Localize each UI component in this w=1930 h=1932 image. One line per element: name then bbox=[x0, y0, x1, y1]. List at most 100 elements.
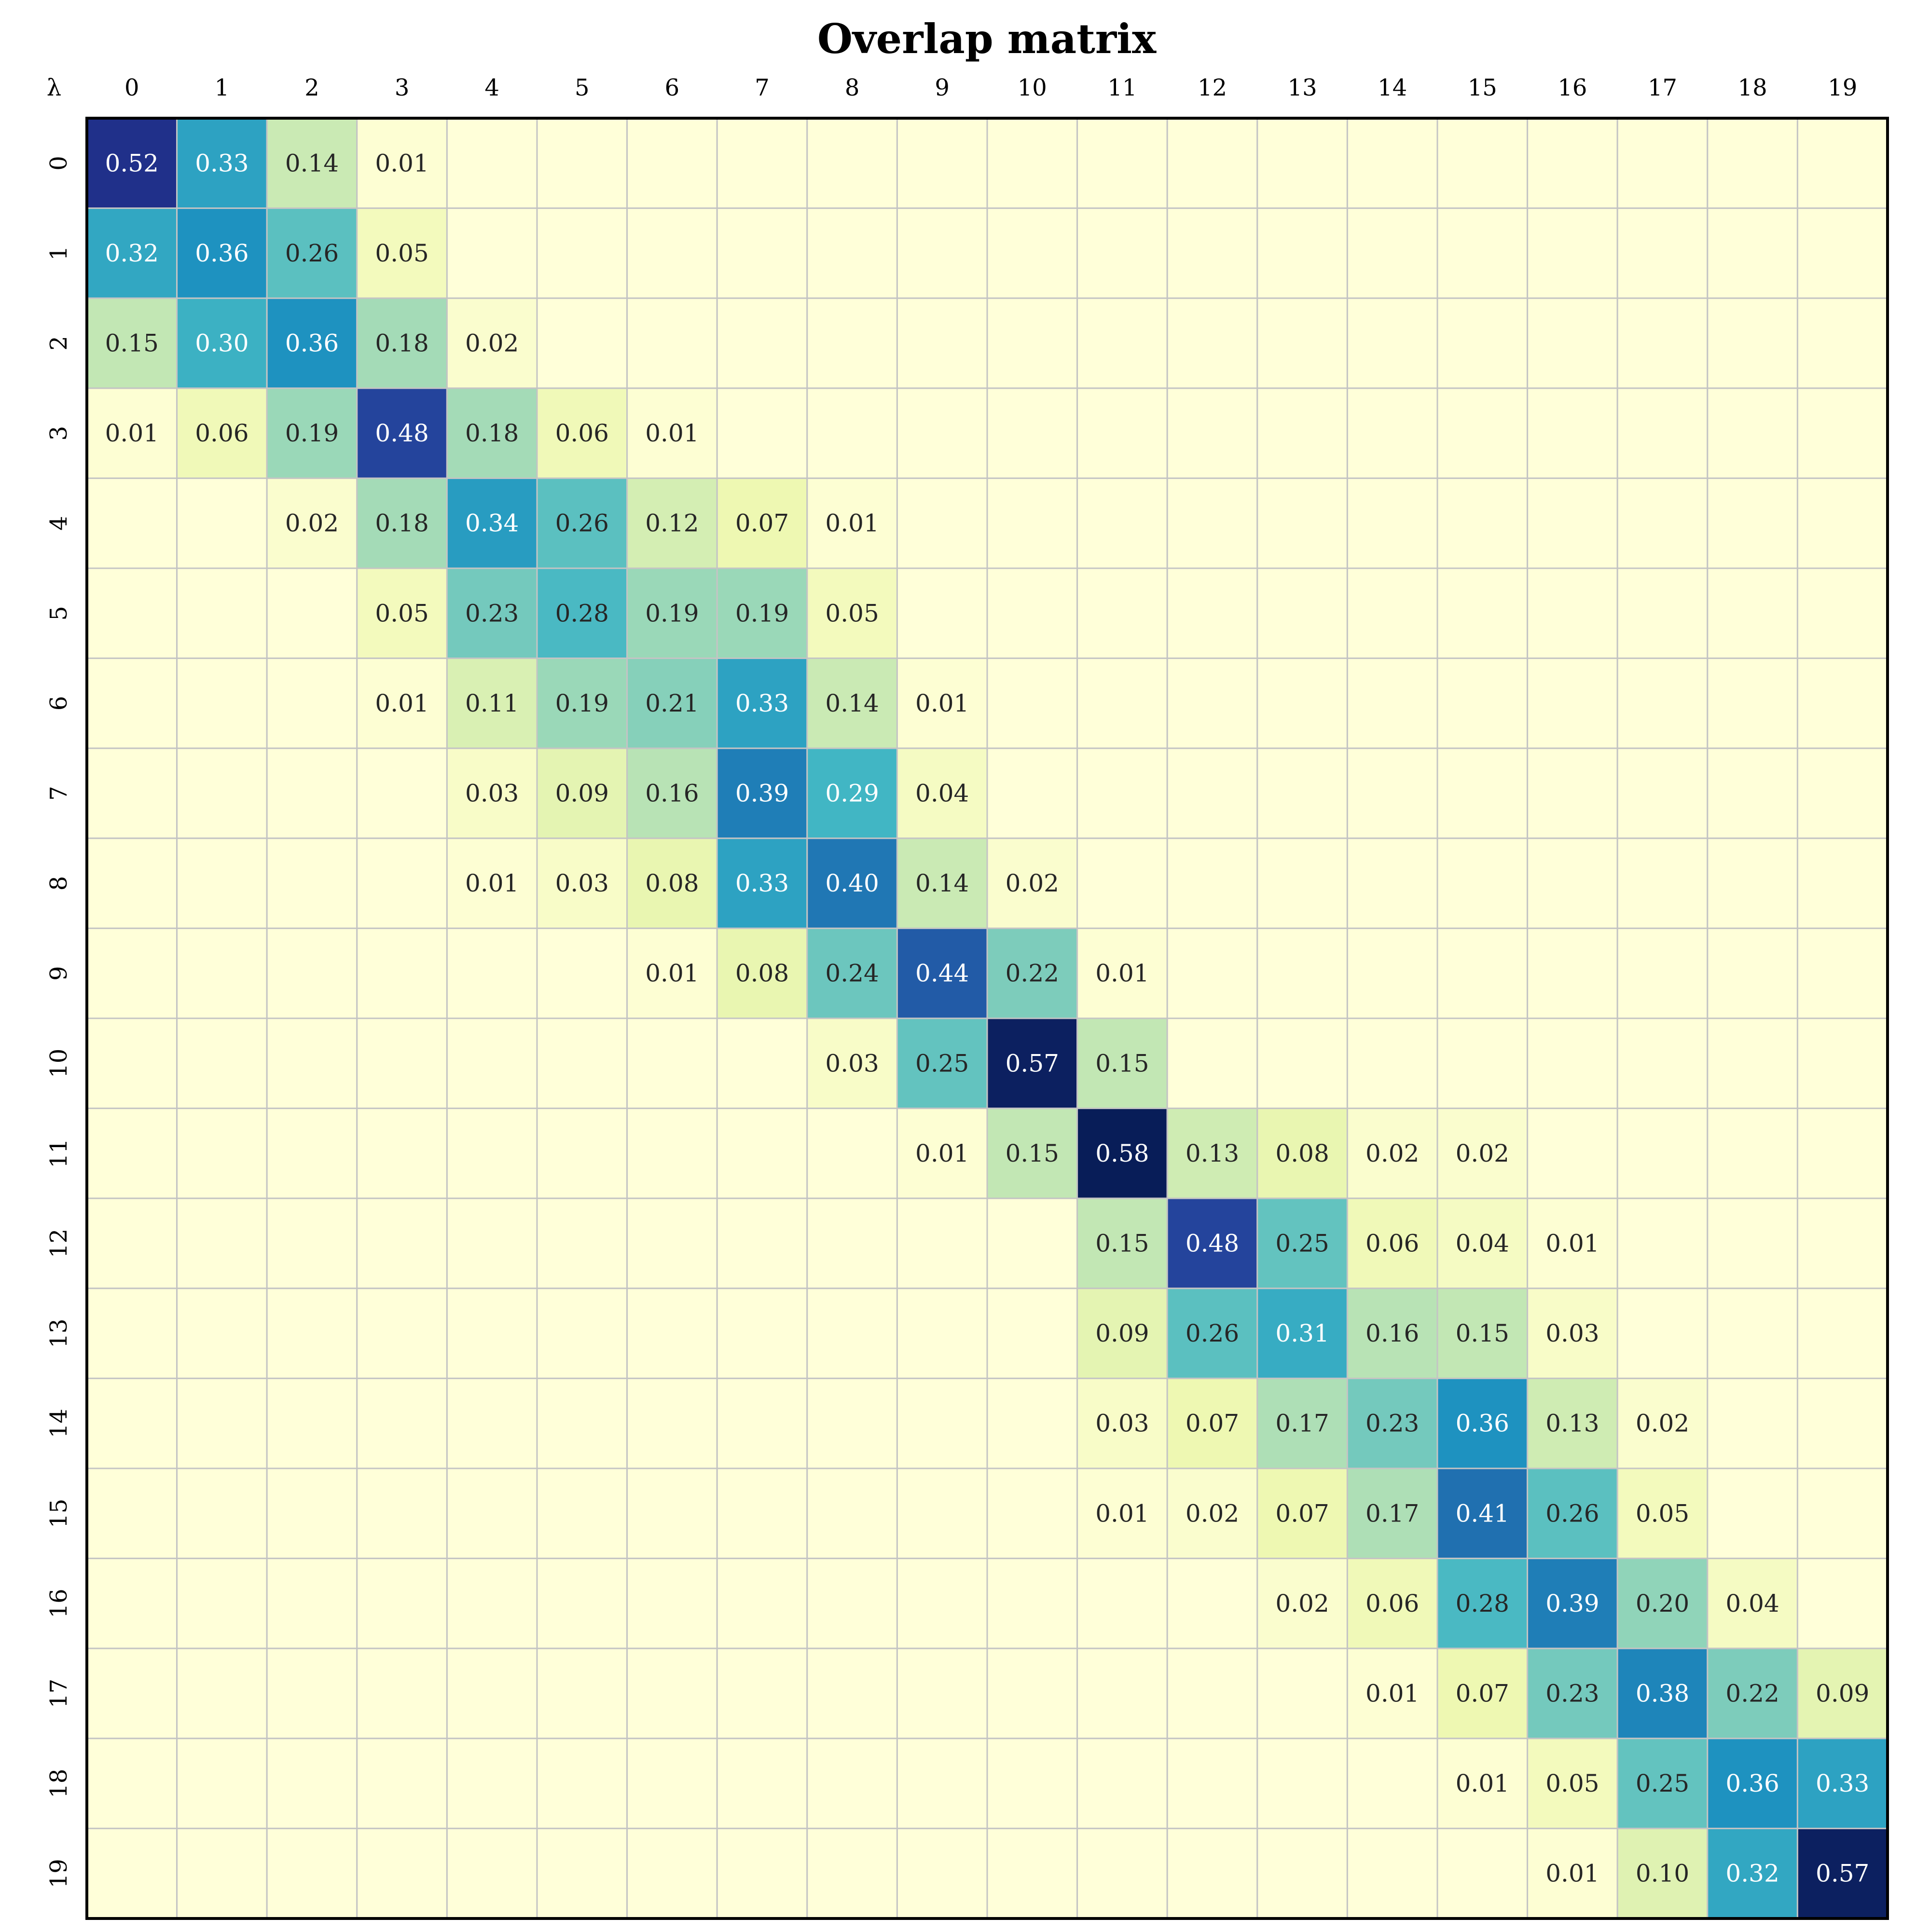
heatmap-cell bbox=[86, 567, 178, 659]
cell-value-label: 0.01 bbox=[105, 419, 159, 447]
heatmap-cell bbox=[1256, 1108, 1348, 1199]
heatmap-cell bbox=[1527, 1558, 1618, 1649]
cell-value-label: 0.23 bbox=[1545, 1680, 1599, 1708]
heatmap-cell bbox=[986, 1288, 1078, 1379]
heatmap-cell bbox=[1707, 1108, 1798, 1199]
cell-value-label: 0.03 bbox=[1545, 1319, 1599, 1347]
heatmap-cell bbox=[806, 1558, 898, 1649]
heatmap-cell bbox=[446, 1017, 538, 1110]
heatmap-cell bbox=[1436, 837, 1529, 929]
heatmap-cell bbox=[86, 747, 178, 839]
cell-value-label: 0.04 bbox=[1456, 1230, 1509, 1258]
x-tick-label: 17 bbox=[1648, 74, 1677, 101]
heatmap-cell bbox=[1256, 1827, 1348, 1919]
cell-value-label: 0.08 bbox=[645, 869, 699, 897]
heatmap-cell bbox=[1796, 1647, 1889, 1740]
y-tick-label: 7 bbox=[45, 786, 72, 801]
cell-value-label: 0.34 bbox=[465, 509, 519, 537]
heatmap-cell bbox=[1166, 387, 1258, 479]
y-tick-label: 14 bbox=[45, 1409, 72, 1438]
heatmap-cell bbox=[626, 1377, 718, 1469]
cell-value-label: 0.57 bbox=[1006, 1049, 1059, 1077]
cell-value-label: 0.09 bbox=[1816, 1680, 1869, 1708]
cell-value-label: 0.12 bbox=[645, 509, 699, 537]
heatmap-cell bbox=[806, 1738, 898, 1829]
cell-value-label: 0.14 bbox=[825, 689, 879, 717]
x-tick-label: 5 bbox=[575, 74, 590, 101]
heatmap-cell bbox=[536, 1647, 628, 1740]
heatmap-cell bbox=[806, 1288, 898, 1379]
heatmap-cell bbox=[986, 1558, 1078, 1649]
cell-value-label: 0.02 bbox=[1186, 1499, 1239, 1527]
heatmap-cell bbox=[1256, 658, 1348, 749]
y-tick-label: 10 bbox=[45, 1049, 72, 1078]
heatmap-cell bbox=[1436, 1197, 1529, 1289]
heatmap-cell bbox=[1166, 1467, 1258, 1560]
heatmap-cell bbox=[176, 1197, 268, 1289]
heatmap-cell bbox=[806, 1377, 898, 1469]
cell-value-label: 0.05 bbox=[375, 239, 428, 267]
cell-value-label: 0.08 bbox=[735, 959, 789, 987]
y-tick-label: 16 bbox=[45, 1589, 72, 1618]
cell-value-label: 0.26 bbox=[555, 509, 609, 537]
heatmap-cell bbox=[1707, 1467, 1798, 1560]
heatmap-cell bbox=[1076, 1647, 1168, 1740]
heatmap-cell bbox=[1256, 1197, 1348, 1289]
heatmap-cell bbox=[1256, 207, 1348, 299]
heatmap-cell bbox=[896, 1647, 988, 1740]
heatmap-cell bbox=[1346, 1197, 1438, 1289]
cell-value-label: 0.09 bbox=[1095, 1319, 1149, 1347]
heatmap-cell bbox=[1076, 567, 1168, 659]
heatmap-cell bbox=[266, 837, 358, 929]
cell-value-label: 0.23 bbox=[465, 599, 519, 627]
heatmap-cell bbox=[1076, 837, 1168, 929]
heatmap-cell bbox=[1256, 387, 1348, 479]
heatmap-cell bbox=[266, 1558, 358, 1649]
heatmap-cell bbox=[176, 297, 268, 389]
heatmap-cell bbox=[176, 1558, 268, 1649]
cell-value-label: 0.33 bbox=[1816, 1769, 1869, 1797]
heatmap-cell bbox=[1527, 747, 1618, 839]
y-tick-label: 13 bbox=[45, 1319, 72, 1348]
cell-value-label: 0.03 bbox=[825, 1049, 879, 1077]
heatmap-cell bbox=[1616, 837, 1709, 929]
cell-value-label: 0.10 bbox=[1636, 1860, 1689, 1888]
cell-value-label: 0.41 bbox=[1456, 1499, 1509, 1527]
cell-value-label: 0.36 bbox=[285, 329, 339, 357]
cell-value-label: 0.07 bbox=[1456, 1680, 1509, 1708]
cell-value-label: 0.07 bbox=[1275, 1499, 1329, 1527]
cell-value-label: 0.15 bbox=[1095, 1230, 1149, 1258]
heatmap-cell bbox=[806, 387, 898, 479]
heatmap-cell bbox=[1616, 1377, 1709, 1469]
heatmap-cell bbox=[1346, 1738, 1438, 1829]
heatmap-cell bbox=[1436, 658, 1529, 749]
heatmap-cell bbox=[536, 1558, 628, 1649]
heatmap-cell bbox=[176, 927, 268, 1019]
heatmap-cell bbox=[266, 567, 358, 659]
heatmap-cell bbox=[1166, 117, 1258, 209]
heatmap-cell bbox=[1076, 387, 1168, 479]
heatmap-cell bbox=[1166, 1017, 1258, 1110]
heatmap-cell bbox=[356, 837, 448, 929]
cell-value-label: 0.23 bbox=[1365, 1410, 1419, 1438]
y-tick-label: 8 bbox=[45, 876, 72, 891]
heatmap-cell bbox=[176, 1017, 268, 1110]
heatmap-cell bbox=[1076, 1738, 1168, 1829]
heatmap-cell bbox=[986, 207, 1078, 299]
heatmap-cell bbox=[806, 1467, 898, 1560]
heatmap-cell bbox=[1707, 117, 1798, 209]
lambda-corner-label: λ bbox=[47, 74, 61, 101]
heatmap-cell bbox=[626, 477, 718, 569]
heatmap-cell bbox=[1436, 1558, 1529, 1649]
heatmap-cell bbox=[1796, 1558, 1889, 1649]
heatmap-cell bbox=[1796, 567, 1889, 659]
x-tick-label: 11 bbox=[1107, 74, 1137, 101]
heatmap-cell bbox=[356, 297, 448, 389]
cell-value-label: 0.13 bbox=[1186, 1139, 1239, 1167]
heatmap-cell bbox=[356, 117, 448, 209]
heatmap-cell bbox=[1076, 927, 1168, 1019]
heatmap-cell bbox=[626, 567, 718, 659]
heatmap-cell bbox=[716, 1827, 808, 1919]
heatmap-cell bbox=[266, 1017, 358, 1110]
heatmap-cell bbox=[176, 1827, 268, 1919]
